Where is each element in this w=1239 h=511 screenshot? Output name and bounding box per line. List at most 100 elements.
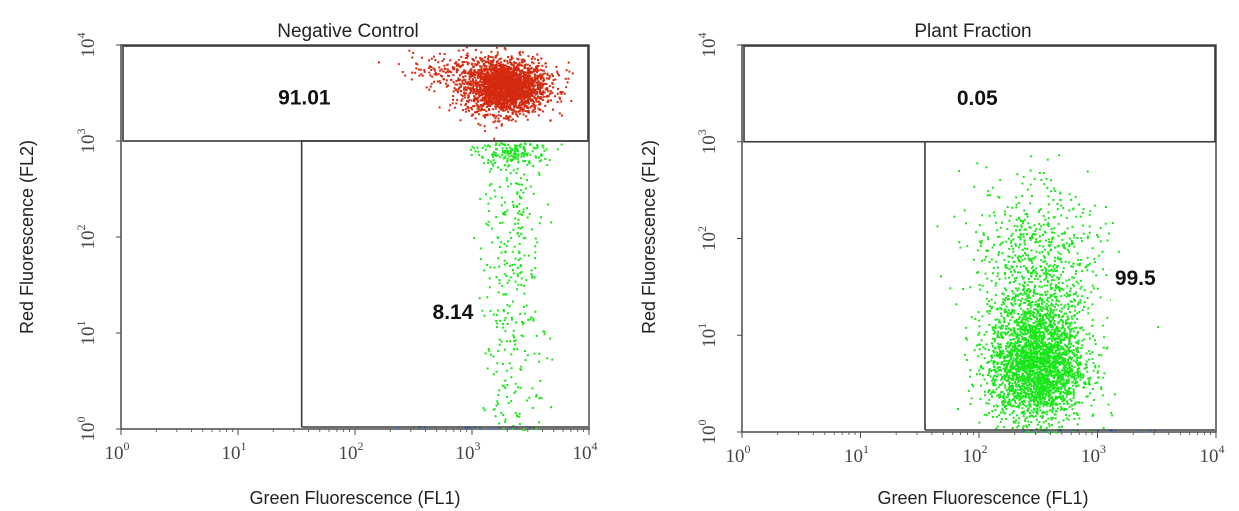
data-point: [996, 332, 999, 335]
data-point: [428, 65, 431, 68]
data-point: [1014, 341, 1017, 344]
data-point: [1024, 392, 1027, 395]
data-point: [1068, 414, 1071, 417]
data-point: [525, 88, 528, 90]
data-point: [515, 94, 518, 97]
data-point: [1050, 418, 1053, 421]
data-point: [518, 102, 521, 105]
data-point: [520, 153, 523, 156]
data-point: [530, 67, 533, 69]
data-point: [1021, 354, 1024, 357]
data-point: [502, 103, 505, 106]
data-point: [477, 122, 480, 125]
data-point: [498, 99, 500, 102]
data-point: [544, 158, 547, 160]
data-point: [461, 98, 464, 101]
data-point: [538, 75, 540, 78]
data-point: [542, 79, 545, 81]
data-point: [1100, 388, 1103, 391]
data-point: [472, 113, 474, 116]
data-point: [472, 65, 475, 68]
data-point: [539, 76, 542, 79]
data-point: [401, 71, 404, 73]
data-point: [505, 64, 508, 67]
data-point: [1038, 358, 1041, 361]
data-point: [1042, 405, 1045, 408]
data-point: [483, 62, 485, 65]
data-point: [1033, 383, 1036, 386]
data-point: [485, 65, 488, 68]
data-point: [517, 92, 520, 95]
data-point: [1053, 328, 1056, 331]
data-point: [415, 62, 418, 65]
data-point: [1029, 399, 1032, 402]
data-point: [503, 99, 506, 102]
data-point: [442, 70, 445, 73]
data-point: [1085, 366, 1087, 369]
data-point: [1051, 339, 1053, 342]
data-point: [504, 88, 507, 91]
data-point: [483, 78, 486, 81]
data-point: [1003, 359, 1006, 362]
data-point: [1017, 383, 1020, 386]
data-point: [459, 119, 462, 122]
data-point: [529, 94, 532, 97]
data-point: [514, 412, 517, 415]
data-point: [1080, 240, 1083, 242]
data-point: [1033, 355, 1036, 358]
data-point: [507, 312, 509, 315]
data-point: [1044, 260, 1047, 263]
data-point: [540, 85, 543, 88]
data-point: [535, 92, 538, 95]
data-point: [529, 92, 532, 94]
data-point: [497, 166, 500, 169]
data-point: [1011, 346, 1014, 349]
data-point: [540, 397, 543, 399]
data-point: [969, 375, 972, 378]
data-point: [1068, 370, 1071, 373]
data-point: [1062, 339, 1065, 341]
data-point: [492, 373, 495, 376]
data-point: [482, 96, 485, 99]
data-point: [1043, 393, 1046, 396]
data-point: [448, 70, 451, 73]
data-point: [502, 71, 505, 74]
y-tick-label: 103: [74, 129, 99, 154]
data-point: [505, 117, 508, 120]
data-point: [538, 156, 540, 159]
data-point: [994, 374, 997, 377]
data-point: [1068, 405, 1071, 408]
data-point: [498, 58, 501, 61]
data-point: [1024, 322, 1027, 325]
data-point: [502, 293, 505, 296]
data-point: [475, 79, 478, 82]
data-point: [446, 63, 449, 66]
data-point: [522, 208, 525, 211]
data-point: [1058, 344, 1061, 347]
data-point: [434, 72, 437, 74]
data-point: [1029, 392, 1032, 395]
data-point: [507, 150, 510, 153]
data-point: [1044, 386, 1046, 389]
data-point: [479, 197, 482, 200]
data-point: [567, 77, 570, 80]
data-point: [477, 81, 480, 84]
data-point: [492, 60, 495, 63]
data-point: [491, 81, 494, 84]
data-point: [528, 98, 531, 100]
data-point: [1048, 355, 1051, 358]
data-point: [503, 259, 506, 262]
data-point: [500, 89, 502, 92]
data-point: [430, 57, 433, 60]
data-point: [504, 95, 507, 98]
data-point: [499, 169, 502, 171]
data-point: [1034, 316, 1036, 318]
data-point: [443, 64, 446, 67]
data-point: [471, 58, 474, 60]
data-point: [488, 85, 491, 88]
data-point: [518, 235, 521, 238]
data-point: [514, 153, 517, 156]
data-point: [999, 355, 1002, 358]
data-point: [516, 88, 519, 91]
data-point: [501, 78, 504, 81]
